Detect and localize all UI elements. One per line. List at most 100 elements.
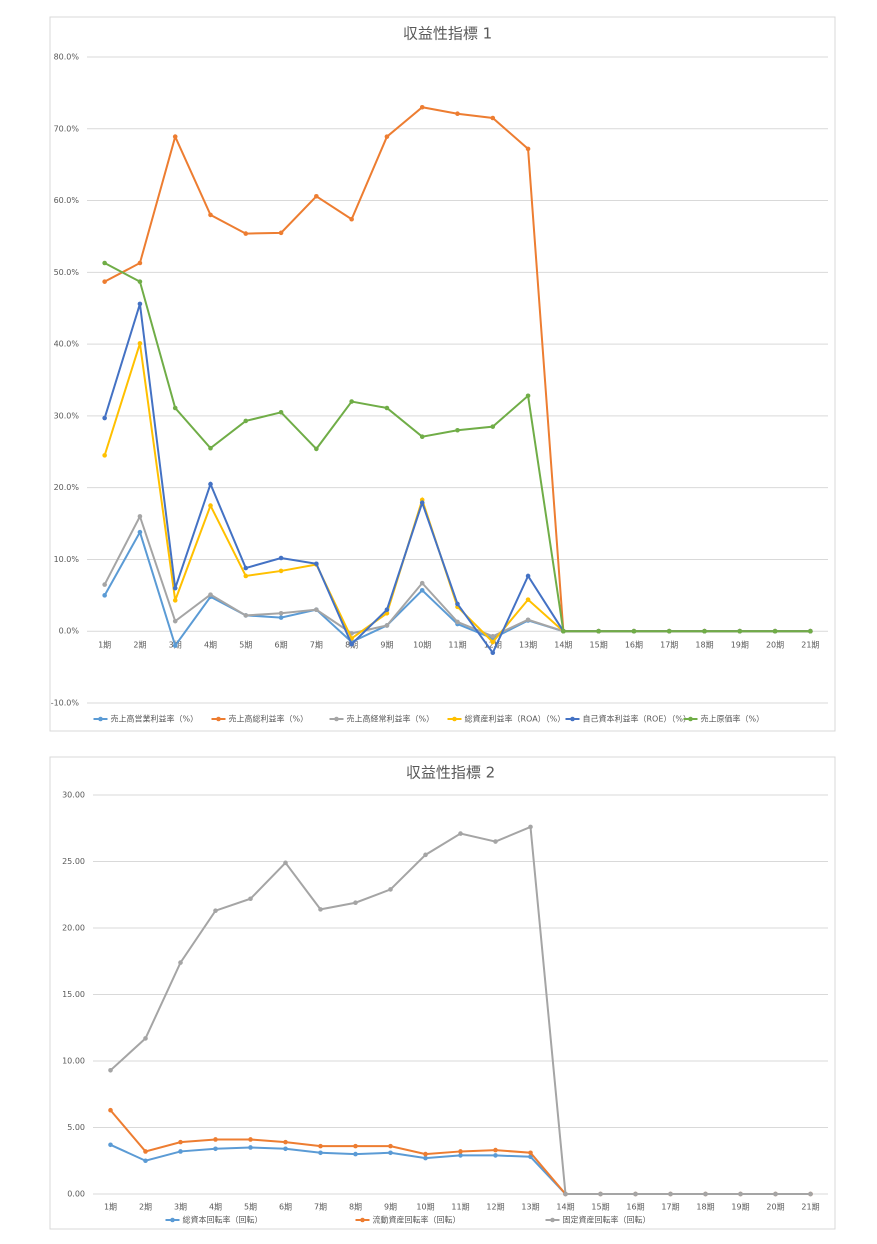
point (178, 1139, 183, 1145)
point (419, 580, 425, 586)
x-tick-label: 9期 (384, 1203, 397, 1212)
point (458, 1149, 463, 1154)
x-tick-label: 18期 (696, 1203, 714, 1212)
point (314, 446, 319, 452)
x-tick-label: 14期 (554, 641, 572, 650)
chart-frame (49, 16, 836, 732)
point (102, 582, 107, 587)
x-tick-label: 6期 (279, 1203, 292, 1212)
point (423, 1151, 428, 1157)
point (102, 279, 107, 284)
point (808, 1191, 813, 1197)
x-tick-label: 18期 (695, 641, 713, 650)
legend-label: 売上高営業利益率（%） (111, 714, 199, 724)
point (668, 1191, 673, 1197)
point (283, 1139, 288, 1145)
point (388, 1150, 393, 1156)
point (633, 1191, 638, 1197)
point (243, 573, 249, 579)
point (278, 568, 284, 574)
point (563, 1191, 568, 1197)
point (349, 399, 354, 404)
x-tick-label: 12期 (486, 1203, 504, 1212)
x-tick-label: 13期 (521, 1203, 539, 1212)
point (490, 424, 496, 429)
legend-swatch (170, 1217, 175, 1223)
legend-swatch (216, 716, 221, 722)
point (243, 418, 249, 424)
point (278, 610, 284, 616)
legend-swatch (360, 1217, 365, 1223)
point (248, 1145, 253, 1150)
point (243, 231, 249, 236)
point (525, 393, 531, 399)
legend-label: 売上原価率（%） (701, 714, 765, 724)
legend-label: 流動資産回転率（回転） (373, 1215, 461, 1225)
point (738, 1191, 743, 1197)
point (384, 405, 390, 411)
point (108, 1142, 113, 1148)
point (455, 427, 460, 433)
point (561, 628, 566, 634)
chart-title: 収益性指標 1 (403, 25, 492, 43)
point (455, 111, 460, 117)
point (178, 960, 183, 965)
y-tick-label: 0.00 (67, 1190, 85, 1199)
point (314, 561, 319, 567)
y-tick-label: 10.0% (54, 555, 80, 564)
point (172, 134, 178, 139)
point (243, 565, 249, 571)
point (143, 1036, 148, 1041)
point (172, 405, 178, 411)
point (490, 633, 496, 639)
x-tick-label: 16期 (626, 1203, 644, 1212)
legend-swatch (688, 716, 693, 722)
point (490, 115, 496, 121)
point (278, 615, 284, 620)
y-tick-label: -10.0% (51, 699, 80, 708)
x-tick-label: 5期 (239, 641, 252, 650)
point (702, 628, 707, 634)
x-tick-label: 15期 (590, 641, 608, 650)
point (388, 887, 393, 892)
point (423, 1155, 428, 1161)
point (213, 1146, 218, 1152)
x-tick-label: 2期 (133, 641, 146, 650)
point (419, 500, 425, 506)
point (172, 598, 178, 603)
x-tick-label: 21期 (801, 1203, 819, 1212)
legend-label: 総資本回転率（回転） (183, 1215, 263, 1225)
point (353, 900, 358, 906)
x-tick-label: 2期 (139, 1203, 152, 1212)
x-tick-label: 10期 (416, 1203, 434, 1212)
point (108, 1107, 113, 1113)
y-tick-label: 40.0% (54, 340, 80, 349)
point (137, 279, 143, 284)
point (137, 341, 143, 346)
point (490, 650, 496, 656)
x-tick-label: 3期 (174, 1203, 187, 1212)
y-tick-label: 25.00 (62, 857, 85, 866)
point (419, 588, 425, 593)
point (458, 1153, 463, 1158)
point (419, 104, 425, 110)
point (102, 260, 107, 266)
point (493, 839, 498, 844)
point (455, 619, 460, 625)
point (137, 529, 143, 535)
point (137, 301, 143, 307)
x-tick-label: 7期 (310, 641, 323, 650)
point (318, 1150, 323, 1156)
y-tick-label: 70.0% (54, 124, 80, 133)
point (283, 1146, 288, 1152)
legend-swatch (98, 716, 103, 722)
y-tick-label: 15.00 (62, 990, 85, 999)
x-tick-label: 9期 (380, 641, 393, 650)
x-tick-label: 10期 (413, 641, 431, 650)
point (525, 617, 531, 623)
point (388, 1143, 393, 1149)
point (455, 601, 460, 607)
legend-label: 売上高経常利益率（%） (347, 714, 435, 724)
point (773, 1191, 778, 1197)
point (314, 607, 319, 612)
